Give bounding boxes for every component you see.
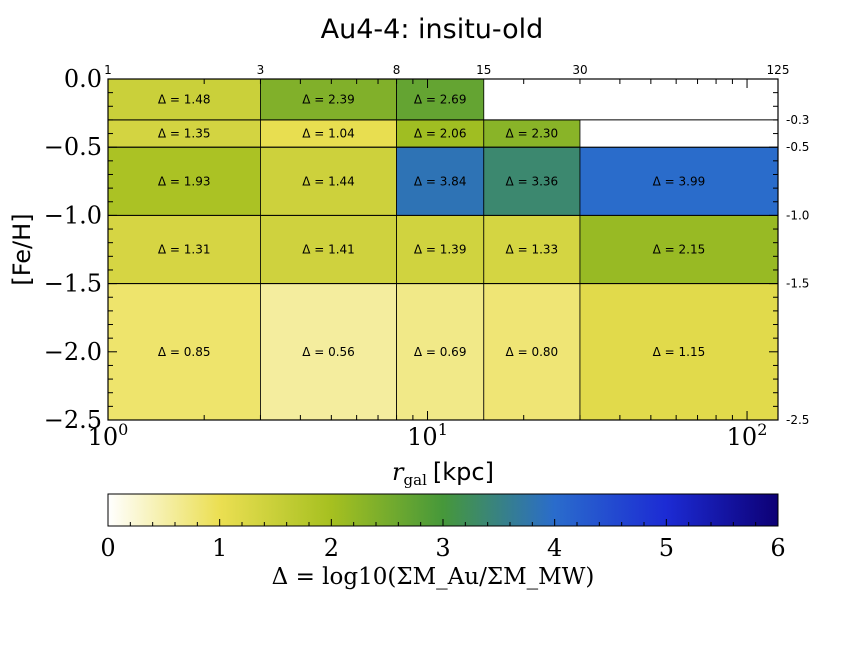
metallicity-bin-edge-label: -0.3 bbox=[786, 113, 809, 127]
y-tick-label: −1.5 bbox=[44, 270, 102, 298]
cell-value-label: Δ = 3.84 bbox=[414, 174, 467, 188]
cell-value-label: Δ = 0.80 bbox=[506, 345, 559, 359]
cell-boundaries bbox=[108, 119, 778, 285]
radial-bin-edge-label: 8 bbox=[393, 63, 401, 77]
metallicity-bin-edge-label: -1.5 bbox=[786, 277, 809, 291]
cell-value-label: Δ = 0.69 bbox=[414, 345, 467, 359]
plot-frame bbox=[107, 78, 779, 421]
x-tick-label: 101 bbox=[407, 420, 448, 451]
colorbar-tick-label: 2 bbox=[324, 534, 339, 562]
heatmap-cell bbox=[107, 78, 261, 121]
y-tick-label: −0.5 bbox=[44, 133, 102, 161]
radial-bin-edge-label: 30 bbox=[572, 63, 587, 77]
y-tick-label: 0.0 bbox=[64, 65, 102, 93]
heatmap-cell bbox=[396, 146, 485, 216]
heatmap-cell bbox=[260, 78, 397, 121]
y-tick-label: −1.0 bbox=[44, 201, 102, 229]
cell-value-label: Δ = 1.44 bbox=[302, 174, 355, 188]
colorbar-tick-label: 4 bbox=[547, 534, 562, 562]
colorbar-tick-label: 5 bbox=[659, 534, 674, 562]
x-axis-label: rgal [kpc] bbox=[392, 458, 494, 489]
cell-value-label: Δ = 2.39 bbox=[302, 92, 355, 106]
heatmap-cell bbox=[579, 146, 779, 216]
metallicity-bin-edge-label: -0.5 bbox=[786, 140, 809, 154]
y-tick-label: −2.5 bbox=[44, 406, 102, 434]
radial-bin-edge-label: 3 bbox=[257, 63, 265, 77]
cell-value-label: Δ = 0.85 bbox=[158, 345, 211, 359]
cell-value-label: Δ = 2.15 bbox=[653, 243, 706, 257]
heatmap-cell bbox=[396, 283, 485, 421]
cell-value-label: Δ = 1.35 bbox=[158, 127, 211, 141]
cell-value-label: Δ = 1.48 bbox=[158, 92, 211, 106]
heatmap-cell bbox=[396, 214, 485, 284]
heatmap-cell bbox=[260, 283, 397, 421]
cell-value-label: Δ = 1.39 bbox=[414, 243, 467, 257]
colorbar-tick-label: 3 bbox=[435, 534, 450, 562]
cell-value-label: Δ = 3.99 bbox=[653, 174, 706, 188]
colorbar-tick-label: 6 bbox=[770, 534, 785, 562]
heatmap-cells bbox=[107, 78, 779, 421]
metallicity-bin-edge-label: -2.5 bbox=[786, 413, 809, 427]
heatmap-cell bbox=[483, 214, 581, 284]
cell-labels: Δ = 1.48 Δ = 2.39 Δ = 2.69 Δ = 1.35 Δ = 1.04… bbox=[158, 92, 705, 358]
radial-bin-edge-label: 125 bbox=[767, 63, 790, 77]
cell-value-label: Δ = 1.15 bbox=[653, 345, 706, 359]
colorbar: 0 1 2 3 4 5 6 Δ = log10(ΣM_Au/ΣM_MW) bbox=[100, 493, 786, 590]
radial-bin-edge-label: 1 bbox=[104, 63, 112, 77]
heatmap-cell bbox=[107, 283, 261, 421]
cell-value-label: Δ = 2.30 bbox=[506, 127, 559, 141]
heatmap-cell bbox=[396, 119, 485, 148]
cell-value-label: Δ = 1.33 bbox=[506, 243, 559, 257]
metallicity-bin-edge-label: -1.0 bbox=[786, 208, 809, 222]
heatmap-cell bbox=[107, 214, 261, 284]
colorbar-tick-label: 1 bbox=[212, 534, 227, 562]
colorbar-label: Δ = log10(ΣM_Au/ΣM_MW) bbox=[272, 564, 595, 590]
y-axis-label: [Fe/H] bbox=[8, 213, 36, 285]
heatmap-cell bbox=[579, 214, 779, 284]
x-tick-label: 100 bbox=[88, 420, 129, 451]
heatmap-cell bbox=[107, 146, 261, 216]
cell-value-label: Δ = 1.04 bbox=[302, 127, 355, 141]
chart-title: Au4-4: insitu-old bbox=[321, 14, 544, 45]
axes: 100 101 102 0.0 −0.5 −1.0 −1.5 −2.0 −2.5 1 3 8 15 30 1… bbox=[8, 63, 809, 489]
x-tick-label: 102 bbox=[727, 420, 768, 451]
cell-value-label: Δ = 1.93 bbox=[158, 174, 211, 188]
cell-value-label: Δ = 3.36 bbox=[506, 174, 559, 188]
cell-value-label: Δ = 2.69 bbox=[414, 92, 467, 106]
colorbar-tick-label: 0 bbox=[100, 534, 115, 562]
cell-value-label: Δ = 1.31 bbox=[158, 243, 211, 257]
cell-value-label: Δ = 1.41 bbox=[302, 243, 355, 257]
radial-bin-edge-label: 15 bbox=[476, 63, 491, 77]
cell-value-label: Δ = 2.06 bbox=[414, 127, 467, 141]
cell-value-label: Δ = 0.56 bbox=[302, 345, 355, 359]
y-tick-label: −2.0 bbox=[44, 338, 102, 366]
heatmap-cell bbox=[483, 283, 581, 421]
